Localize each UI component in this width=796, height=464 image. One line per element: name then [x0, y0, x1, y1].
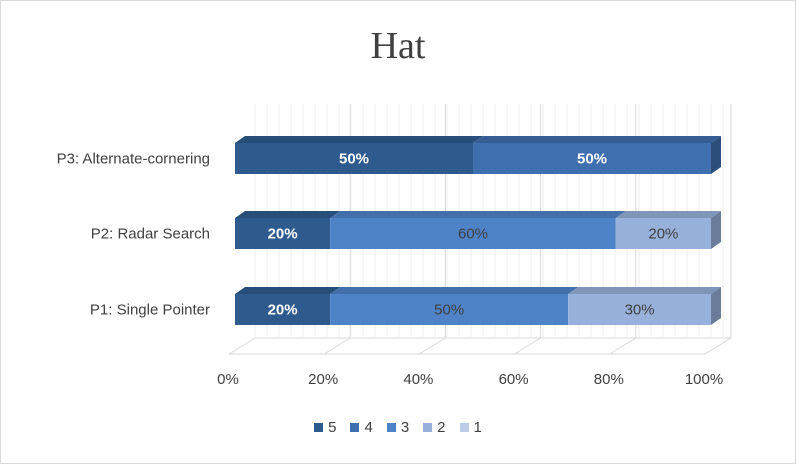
- x-tick-label: 100%: [685, 371, 723, 388]
- bar-segment: [330, 218, 616, 249]
- floor-gridline: [323, 337, 351, 355]
- data-label: 60%: [458, 226, 488, 243]
- category-label: P1: Single Pointer: [90, 302, 210, 319]
- legend-swatch: [350, 423, 360, 432]
- x-tick-label: 0%: [217, 371, 239, 388]
- legend-label: 2: [437, 419, 446, 436]
- bar-end-face: [711, 136, 721, 174]
- chart-title: Hat: [370, 25, 426, 67]
- legend-swatch: [386, 423, 396, 432]
- bar-segment-top: [330, 287, 579, 294]
- floor-gridline: [704, 337, 732, 355]
- bar-segment-top: [568, 287, 721, 294]
- legend-swatch: [459, 423, 469, 432]
- bar-segment-top: [235, 136, 483, 143]
- x-tick-label: 60%: [499, 371, 529, 388]
- bar-segment-top: [473, 136, 721, 143]
- bar-segment-top: [235, 211, 341, 218]
- data-label: 20%: [268, 226, 298, 243]
- bar-end-face: [711, 211, 721, 249]
- bar-segment: [568, 294, 711, 325]
- data-label: 50%: [339, 151, 369, 168]
- data-label: 50%: [434, 302, 464, 319]
- x-tick-label: 40%: [403, 371, 433, 388]
- floor-gridline: [228, 337, 256, 355]
- legend-swatch: [423, 423, 433, 432]
- data-label: 20%: [648, 226, 678, 243]
- floor-gridline: [514, 337, 541, 355]
- bar-segment-top: [235, 287, 341, 294]
- legend-label: 5: [328, 419, 337, 436]
- x-tick-label: 20%: [308, 371, 338, 388]
- legend-swatch: [314, 423, 324, 432]
- floor-gridline: [419, 337, 446, 355]
- bar-end-face: [711, 287, 721, 325]
- bar-segment: [473, 143, 711, 174]
- data-label: 30%: [625, 302, 655, 319]
- legend-item: 1: [459, 419, 482, 436]
- legend-label: 4: [364, 419, 373, 436]
- category-label: P3: Alternate-cornering: [57, 151, 210, 168]
- legend-item: 3: [386, 419, 410, 436]
- floor-gridline: [609, 337, 637, 355]
- legend-label: 1: [473, 419, 482, 436]
- bar-segment: [235, 143, 473, 174]
- data-label: 20%: [268, 302, 298, 319]
- bar-segment: [615, 218, 711, 249]
- legend-item: 2: [423, 419, 446, 436]
- data-label: 50%: [577, 151, 607, 168]
- legend-item: 4: [350, 419, 373, 436]
- chart-legend: 5 4 3 2 1: [0, 419, 796, 436]
- bar-segment: [330, 294, 569, 325]
- legend-item: 5: [314, 419, 336, 436]
- bar-segment-top: [615, 211, 721, 218]
- x-tick-label: 80%: [594, 371, 624, 388]
- bar-segment: [235, 294, 331, 325]
- category-label: P2: Radar Search: [91, 226, 210, 243]
- bar-segment: [235, 218, 331, 249]
- bar-segment-top: [330, 211, 626, 218]
- legend-label: 3: [400, 419, 410, 436]
